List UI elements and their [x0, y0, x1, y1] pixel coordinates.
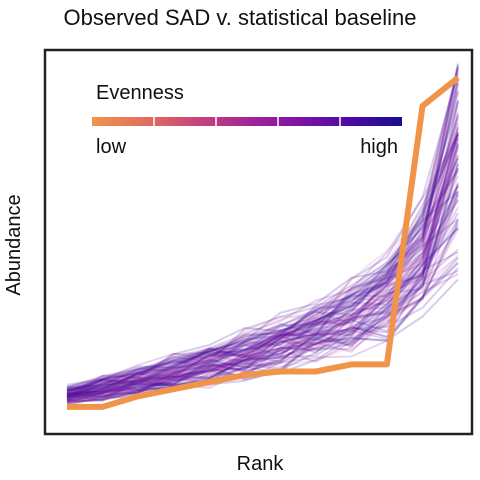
- baseline-series-line: [66, 70, 459, 389]
- baseline-series-line: [66, 101, 459, 389]
- baseline-series-line: [66, 82, 459, 400]
- baseline-series-line: [66, 143, 459, 397]
- baseline-series-line: [66, 63, 459, 399]
- plot-frame: [43, 48, 474, 436]
- x-axis-label: Rank: [237, 453, 285, 475]
- baseline-series-line: [66, 134, 459, 390]
- baseline-series-line: [66, 111, 459, 399]
- baseline-series-line: [66, 65, 459, 400]
- baseline-series-line: [66, 155, 459, 401]
- legend-low-label: low: [96, 136, 127, 158]
- baseline-series-line: [66, 154, 459, 395]
- baseline-series-line: [66, 137, 459, 399]
- baseline-series-line: [66, 89, 459, 392]
- y-axis-label: Abundance: [3, 194, 25, 295]
- baseline-series-line: [66, 116, 459, 400]
- baseline-series-line: [66, 64, 459, 391]
- baseline-series-line: [66, 167, 459, 391]
- baseline-series-line: [66, 133, 459, 395]
- baseline-lines: [66, 63, 459, 406]
- baseline-series-line: [66, 131, 459, 397]
- baseline-series-line: [66, 218, 459, 393]
- baseline-series-line: [66, 199, 459, 393]
- baseline-series-line: [66, 175, 459, 400]
- baseline-series-line: [66, 194, 459, 396]
- baseline-series-line: [66, 113, 459, 404]
- baseline-series-line: [66, 67, 459, 398]
- baseline-series-line: [66, 100, 459, 393]
- baseline-series-line: [66, 138, 459, 390]
- baseline-series-line: [66, 134, 459, 397]
- baseline-series-line: [66, 67, 459, 392]
- baseline-series-line: [66, 119, 459, 395]
- baseline-series-line: [66, 170, 459, 397]
- baseline-series-line: [66, 227, 459, 397]
- plot-area: [66, 63, 460, 410]
- legend: Evenness low high: [92, 82, 402, 158]
- baseline-series-line: [66, 100, 459, 397]
- legend-high-label: high: [360, 136, 398, 158]
- chart-title: Observed SAD v. statistical baseline: [64, 5, 417, 30]
- baseline-series-line: [66, 212, 459, 402]
- baseline-series-line: [66, 157, 459, 390]
- colorbar: [92, 117, 402, 126]
- baseline-series-line: [66, 191, 459, 393]
- baseline-series-line: [66, 161, 459, 398]
- baseline-series-line: [66, 75, 459, 389]
- baseline-series-line: [66, 137, 459, 397]
- baseline-series-line: [66, 106, 459, 397]
- baseline-series-line: [66, 134, 459, 392]
- baseline-series-line: [66, 158, 459, 402]
- baseline-series-line: [66, 72, 459, 388]
- colorbar-ticks: [153, 117, 341, 126]
- baseline-series-line: [66, 123, 459, 398]
- baseline-series-line: [66, 77, 459, 396]
- baseline-series-line: [66, 219, 459, 401]
- observed-line: [67, 75, 460, 410]
- baseline-series-line: [66, 83, 459, 391]
- baseline-series-line: [66, 114, 459, 395]
- baseline-series-line: [66, 79, 459, 396]
- baseline-series-line: [66, 143, 459, 397]
- baseline-series-line: [66, 168, 459, 390]
- baseline-series-line: [66, 133, 459, 386]
- baseline-series-line: [66, 191, 459, 404]
- baseline-series-line: [66, 181, 459, 395]
- baseline-series-line: [66, 190, 459, 397]
- legend-title: Evenness: [96, 82, 184, 104]
- baseline-series-line: [66, 185, 459, 398]
- baseline-series-line: [66, 127, 459, 400]
- baseline-series-line: [66, 128, 459, 395]
- baseline-series-line: [66, 91, 459, 391]
- baseline-series-line: [66, 183, 459, 401]
- baseline-series-line: [66, 132, 459, 395]
